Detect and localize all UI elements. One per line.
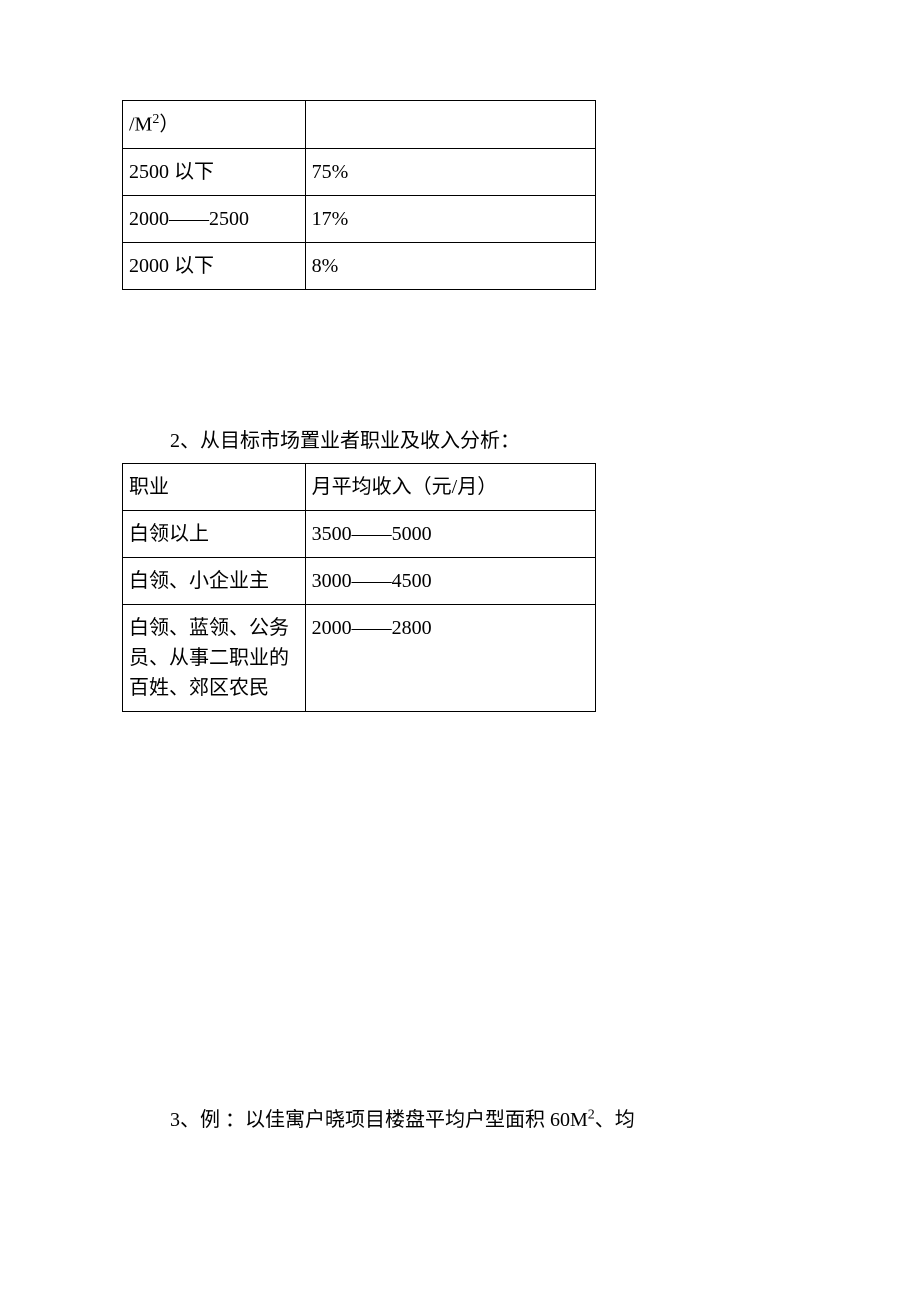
- table-cell: 白领以上: [123, 510, 306, 557]
- section-heading-2: 2、从目标市场置业者职业及收入分析：: [170, 425, 798, 457]
- table-cell: /M2）: [123, 101, 306, 149]
- table-cell: 月平均收入（元/月）: [305, 463, 595, 510]
- table-row: 职业 月平均收入（元/月）: [123, 463, 596, 510]
- cell-text: 2500 以下: [129, 161, 214, 183]
- cell-text: ）: [159, 114, 179, 136]
- table-cell: 3000——4500: [305, 557, 595, 604]
- table-row: 2000 以下 8%: [123, 242, 596, 289]
- table-cell: 8%: [305, 242, 595, 289]
- cell-text: 2000——2800: [312, 617, 432, 639]
- table-row: 白领、蓝领、公务员、从事二职业的百姓、郊区农民 2000——2800: [123, 604, 596, 711]
- table-cell: 白领、蓝领、公务员、从事二职业的百姓、郊区农民: [123, 604, 306, 711]
- para-text: 、均: [595, 1109, 635, 1131]
- cell-text: 白领、小企业主: [129, 570, 269, 592]
- occupation-income-table: 职业 月平均收入（元/月） 白领以上 3500——5000 白领、小企业主 30…: [122, 463, 596, 712]
- cell-text: 2000——2500: [129, 208, 249, 230]
- table-row: 2000——2500 17%: [123, 195, 596, 242]
- table-cell: 2000——2800: [305, 604, 595, 711]
- table-row: /M2）: [123, 101, 596, 149]
- table-cell: 17%: [305, 195, 595, 242]
- cell-text: 白领以上: [129, 523, 209, 545]
- table-cell: 职业: [123, 463, 306, 510]
- para-sup: 2: [588, 1107, 595, 1122]
- para-text: 3、例 ：以佳寓户晓项目楼盘平均户型面积 60M: [170, 1109, 588, 1131]
- cell-text: 17%: [312, 208, 349, 230]
- cell-text: 3500——5000: [312, 523, 432, 545]
- cell-text: 75%: [312, 161, 349, 183]
- table-cell: 3500——5000: [305, 510, 595, 557]
- table-cell: 2000 以下: [123, 242, 306, 289]
- cell-text: 职业: [129, 476, 169, 498]
- paragraph-3: 3、例 ：以佳寓户晓项目楼盘平均户型面积 60M2、均: [170, 1104, 798, 1136]
- price-table: /M2） 2500 以下 75% 2000——2500 17% 2000 以下 …: [122, 100, 596, 290]
- table-cell: 2500 以下: [123, 148, 306, 195]
- table-row: 白领以上 3500——5000: [123, 510, 596, 557]
- cell-text: 月平均收入（元/月）: [312, 476, 498, 498]
- cell-text: /M: [129, 114, 152, 136]
- cell-text: 白领、蓝领、公务员、从事二职业的百姓、郊区农民: [129, 617, 289, 699]
- table-row: 白领、小企业主 3000——4500: [123, 557, 596, 604]
- cell-text: 3000——4500: [312, 570, 432, 592]
- table-cell: 2000——2500: [123, 195, 306, 242]
- table-cell: [305, 101, 595, 149]
- table-cell: 75%: [305, 148, 595, 195]
- table-row: 2500 以下 75%: [123, 148, 596, 195]
- cell-text: 8%: [312, 255, 339, 277]
- table-cell: 白领、小企业主: [123, 557, 306, 604]
- cell-text: 2000 以下: [129, 255, 214, 277]
